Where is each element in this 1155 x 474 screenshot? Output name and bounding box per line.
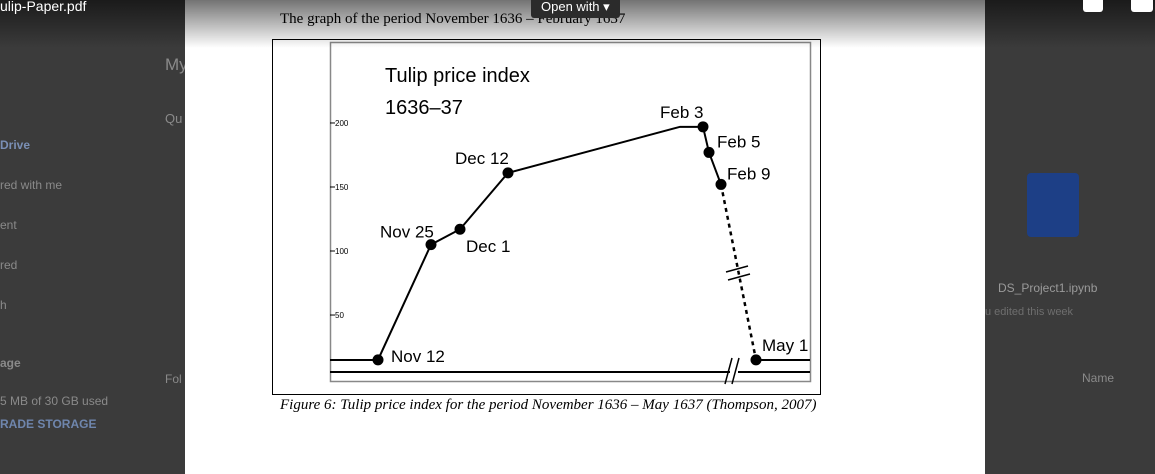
chart-title: Tulip price index bbox=[385, 65, 530, 87]
storage-heading: age bbox=[0, 356, 21, 370]
file-name[interactable]: DS_Project1.ipynb bbox=[998, 281, 1098, 295]
add-icon[interactable] bbox=[1083, 0, 1103, 12]
line-break bbox=[725, 265, 749, 273]
data-point bbox=[372, 354, 384, 366]
nav-item[interactable]: h bbox=[0, 298, 7, 312]
nav-item[interactable]: red bbox=[0, 258, 18, 272]
point-label: Nov 25 bbox=[380, 223, 434, 242]
y-tick-label: 150 bbox=[335, 183, 349, 192]
point-label: Feb 9 bbox=[727, 164, 770, 183]
nav-item[interactable]: red with me bbox=[0, 178, 63, 192]
point-label: May 1 bbox=[762, 336, 808, 355]
print-icon[interactable] bbox=[1131, 0, 1153, 12]
y-tick-label: 200 bbox=[335, 119, 349, 128]
axis-break bbox=[724, 357, 733, 385]
data-point bbox=[750, 354, 762, 366]
sort-label[interactable]: Name bbox=[1082, 371, 1115, 385]
open-with-button[interactable]: Open with ▾ bbox=[531, 0, 620, 18]
file-meta: u edited this week bbox=[985, 306, 1074, 318]
line-break bbox=[727, 273, 751, 281]
nav-item[interactable]: Drive bbox=[0, 138, 31, 152]
data-point bbox=[697, 121, 709, 133]
point-label: Feb 5 bbox=[717, 132, 760, 151]
section-label: Qu bbox=[165, 111, 183, 126]
storage-used: 5 MB of 30 GB used bbox=[0, 394, 109, 408]
main-heading: My bbox=[165, 55, 188, 74]
y-tick-label: 100 bbox=[335, 247, 349, 256]
data-point bbox=[425, 239, 437, 251]
nav-item[interactable]: ent bbox=[0, 218, 17, 232]
point-label: Nov 12 bbox=[391, 347, 445, 366]
point-label: Dec 12 bbox=[455, 149, 509, 168]
figure-caption: Figure 6: Tulip price index for the peri… bbox=[280, 397, 817, 413]
price-line bbox=[719, 184, 758, 361]
figure-frame bbox=[272, 39, 821, 395]
data-point bbox=[454, 223, 466, 235]
data-point bbox=[715, 178, 727, 190]
pdf-page: The graph of the period November 1636 – … bbox=[185, 0, 985, 474]
point-label: Dec 1 bbox=[466, 237, 510, 256]
open-with-label: Open with bbox=[541, 0, 600, 14]
data-point bbox=[703, 146, 715, 158]
chart-subtitle: 1636–37 bbox=[385, 97, 463, 119]
y-tick-label: 50 bbox=[335, 311, 344, 320]
file-title: ulip-Paper.pdf bbox=[0, 0, 87, 14]
data-point bbox=[502, 167, 514, 179]
section-label: Fol bbox=[165, 372, 182, 386]
upgrade-link[interactable]: RADE STORAGE bbox=[0, 417, 97, 431]
axis-break bbox=[731, 357, 740, 385]
point-label: Feb 3 bbox=[660, 103, 703, 122]
chart: Tulip price index 1636–37 50 100 150 200 Nov… bbox=[272, 39, 821, 395]
file-icon bbox=[1027, 173, 1079, 237]
